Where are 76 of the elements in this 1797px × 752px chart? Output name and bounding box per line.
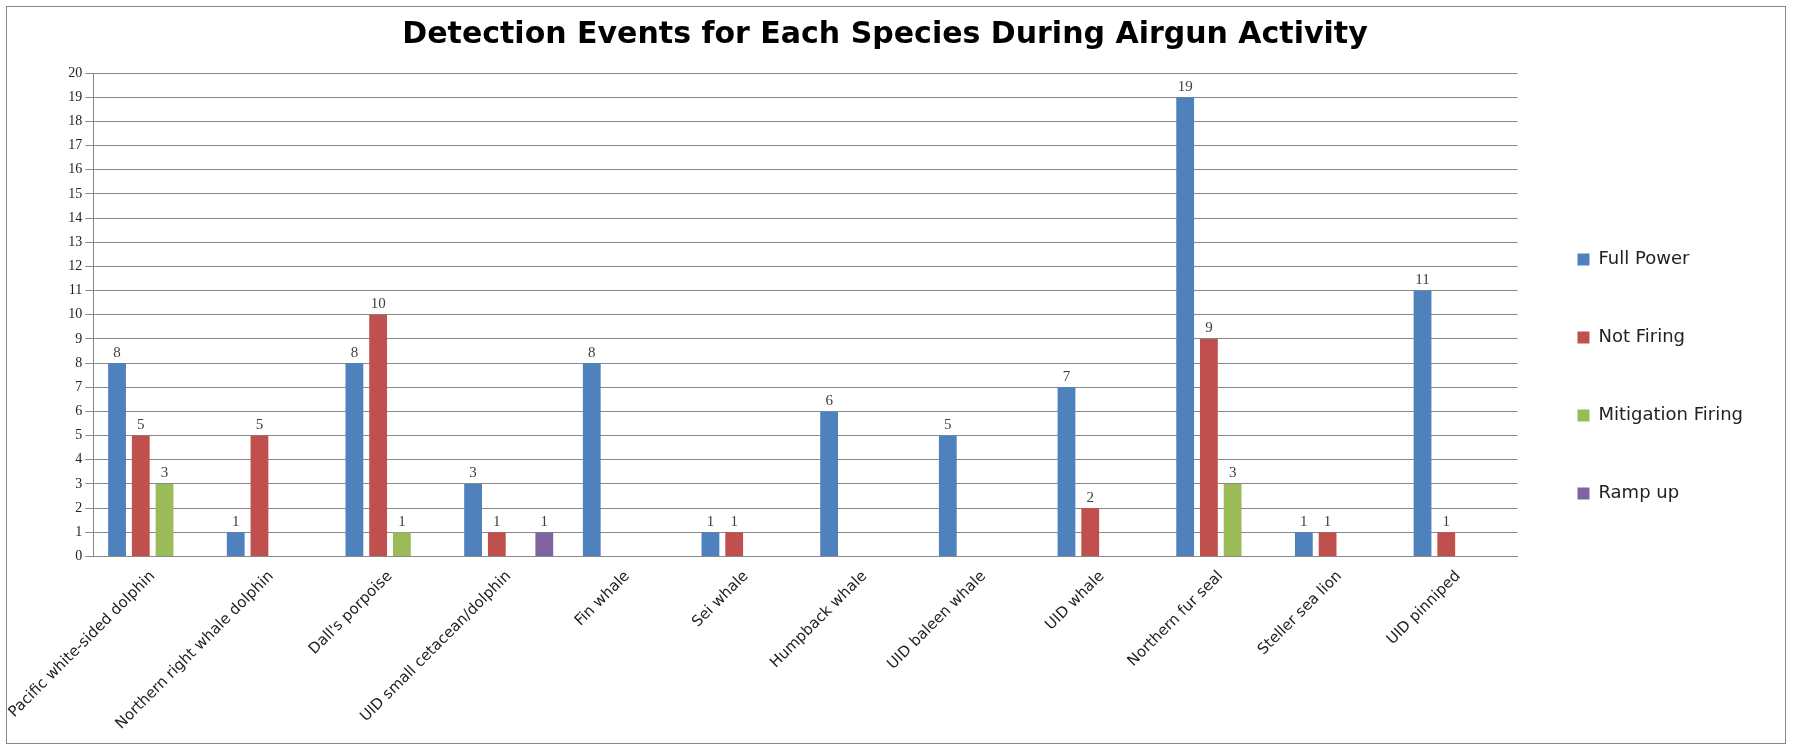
data-label: 1	[706, 512, 715, 529]
y-tick-label: 15	[68, 185, 83, 201]
y-tick-label: 12	[68, 258, 83, 274]
bar	[369, 314, 388, 556]
y-tick-label: 7	[75, 378, 83, 394]
bar	[1057, 387, 1076, 556]
legend-label: Full Power	[1598, 247, 1690, 269]
bar	[464, 483, 482, 556]
data-label: 8	[588, 343, 596, 360]
bar	[582, 363, 601, 556]
y-tick-label: 1	[75, 523, 83, 539]
bar	[725, 532, 744, 556]
bar	[1081, 508, 1100, 556]
y-tick-label: 5	[75, 427, 83, 443]
data-label: 3	[469, 464, 477, 481]
bar	[1437, 532, 1456, 556]
bar	[1223, 483, 1242, 556]
y-tick-label: 14	[68, 209, 83, 225]
bar	[1318, 532, 1337, 556]
data-label: 19	[1177, 77, 1193, 94]
data-label: 8	[113, 343, 121, 360]
bar	[1200, 338, 1218, 556]
data-label: 1	[493, 512, 501, 529]
data-label: 7	[1062, 367, 1071, 384]
data-label: 8	[350, 343, 359, 360]
bar	[226, 532, 245, 556]
data-label: 1	[398, 512, 406, 529]
data-label: 1	[540, 512, 549, 529]
data-label: 5	[944, 416, 952, 433]
data-label: 1	[1323, 512, 1332, 529]
y-tick-label: 3	[75, 475, 83, 491]
legend-label: Not Firing	[1598, 325, 1686, 347]
bar	[250, 435, 269, 556]
data-label: 6	[825, 391, 834, 408]
data-label: 2	[1086, 488, 1094, 505]
data-label: 1	[1442, 512, 1451, 529]
bar	[1176, 97, 1195, 556]
bar	[487, 532, 506, 556]
data-label: 11	[1415, 271, 1430, 288]
bar	[535, 532, 554, 556]
y-tick-label: 10	[68, 306, 83, 322]
y-tick-label: 2	[75, 499, 83, 515]
bar	[1413, 290, 1432, 556]
legend-label: Mitigation Firing	[1598, 403, 1743, 425]
bar	[820, 411, 839, 556]
data-label: 3	[1228, 464, 1237, 481]
bar	[938, 435, 957, 556]
data-label: 10	[370, 295, 386, 312]
y-tick-label: 8	[75, 354, 83, 370]
bar	[108, 363, 126, 556]
y-tick-label: 16	[68, 161, 83, 177]
bar	[701, 532, 720, 556]
data-label: 1	[231, 512, 240, 529]
data-label: 5	[255, 416, 264, 433]
bar	[131, 435, 150, 556]
y-tick-label: 0	[75, 548, 83, 564]
y-tick-label: 19	[68, 88, 83, 104]
y-tick-label: 4	[75, 451, 83, 467]
y-tick-label: 11	[68, 282, 83, 298]
legend-label: Ramp up	[1598, 481, 1680, 503]
bar	[392, 532, 411, 556]
chart-title: Detection Events for Each Species During Airgun Activity	[402, 14, 1369, 50]
data-label: 9	[1205, 319, 1213, 336]
y-tick-label: 6	[75, 403, 83, 419]
data-label: 3	[160, 464, 169, 481]
data-label: 1	[730, 512, 738, 529]
bar	[1294, 532, 1313, 556]
data-label: 5	[137, 416, 145, 433]
bar	[345, 363, 364, 556]
data-label: 1	[1300, 512, 1308, 529]
y-tick-label: 17	[68, 137, 83, 153]
y-tick-label: 18	[68, 113, 83, 129]
y-tick-label: 9	[75, 330, 83, 346]
y-tick-label: 13	[68, 233, 83, 249]
y-tick-label: 20	[68, 64, 83, 80]
bar	[155, 483, 174, 556]
